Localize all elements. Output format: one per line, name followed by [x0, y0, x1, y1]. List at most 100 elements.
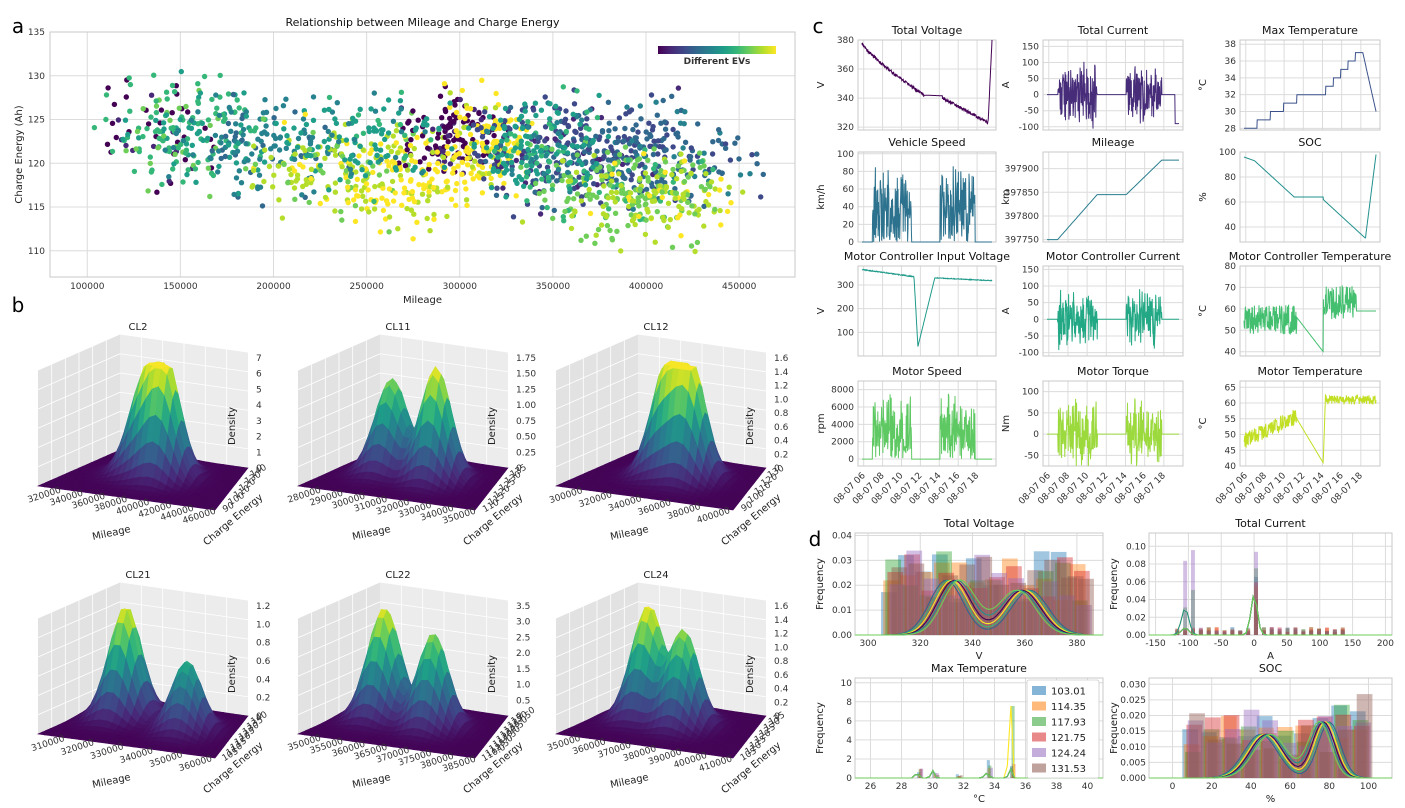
z-tick-label: 1.5 [516, 665, 530, 675]
scatter-point [161, 126, 167, 132]
scatter-point [451, 165, 457, 172]
scatter-point [120, 136, 126, 142]
scatter-point [326, 94, 333, 101]
scatter-point [238, 180, 245, 186]
scatter-point [619, 187, 625, 193]
scatter-point [516, 174, 522, 180]
scatter-point [525, 119, 531, 125]
scatter-point [533, 168, 539, 174]
scatter-point [692, 211, 698, 217]
scatter-point [574, 143, 581, 150]
scatter-point [631, 165, 637, 171]
scatter-point [628, 212, 634, 218]
scatter-point [629, 138, 635, 144]
scatter-point [363, 181, 370, 187]
scatter-point [343, 137, 350, 143]
scatter-point [195, 81, 201, 87]
scatter-point [125, 131, 131, 138]
scatter-point [592, 240, 598, 246]
scatter-point [437, 93, 444, 99]
scatter-point [103, 116, 109, 123]
scatter-point [439, 115, 445, 121]
scatter-point [578, 194, 585, 200]
scatter-point [445, 150, 451, 157]
scatter-point [115, 117, 122, 123]
scatter-point [606, 120, 612, 126]
scatter-point [670, 166, 676, 173]
scatter-point [355, 112, 362, 118]
scatter-point [443, 179, 449, 185]
scatter-point [430, 184, 437, 191]
scatter-point [644, 206, 650, 212]
scatter-point [368, 106, 374, 112]
scatter-point [523, 154, 529, 160]
scatter-point [386, 163, 392, 169]
scatter-point [632, 149, 639, 155]
z-tick-label: 0.75 [516, 417, 536, 427]
scatter-point [643, 201, 649, 207]
scatter-point [669, 171, 675, 178]
scatter-point [563, 128, 569, 135]
scatter-point [126, 75, 132, 81]
scatter-point [393, 128, 400, 134]
scatter-point [378, 131, 385, 137]
scatter-point [586, 186, 592, 193]
scatter-point [215, 169, 221, 175]
surface-title: CL11 [385, 322, 410, 333]
scatter-point [613, 177, 619, 183]
panel-label-a: a [12, 14, 24, 38]
scatter-point [337, 177, 343, 183]
scatter-point [395, 226, 401, 232]
scatter-point [552, 136, 558, 142]
scatter-point [195, 159, 201, 166]
scatter-point [212, 132, 219, 139]
scatter-point [325, 144, 331, 151]
scatter-point [359, 167, 365, 173]
scatter-point [393, 167, 399, 173]
scatter-point [652, 239, 658, 245]
chart-title: Relationship between Mileage and Charge … [285, 16, 560, 29]
scatter-point [402, 163, 409, 169]
scatter-point [251, 143, 257, 149]
scatter-point [411, 145, 417, 152]
scatter-point [172, 151, 178, 157]
scatter-point [345, 184, 351, 190]
scatter-point [303, 121, 310, 128]
scatter-point [356, 153, 362, 159]
scatter-point [630, 206, 636, 212]
y-tick-label: 125 [28, 116, 45, 126]
scatter-point [499, 152, 505, 158]
z-tick-label: 2.5 [516, 633, 530, 643]
scatter-point [717, 207, 723, 214]
scatter-point [308, 138, 314, 145]
scatter-point [401, 190, 407, 196]
scatter-point [605, 157, 611, 163]
z-axis-label: Density [227, 407, 238, 445]
scatter-point [452, 187, 459, 194]
scatter-point [209, 148, 215, 154]
scatter-point [250, 167, 257, 174]
scatter-point [716, 127, 722, 133]
scatter-point [675, 215, 681, 221]
scatter-point [681, 121, 687, 127]
scatter-point [425, 198, 431, 204]
scatter-point [584, 116, 590, 122]
scatter-point [483, 145, 490, 151]
scatter-point [576, 158, 582, 164]
surface-title: CL22 [385, 570, 410, 581]
scatter-point [728, 200, 734, 206]
scatter-point [577, 121, 583, 128]
scatter-point [196, 129, 203, 135]
scatter-point [590, 137, 596, 144]
scatter-point [504, 153, 510, 159]
scatter-point [667, 216, 673, 223]
scatter-point [735, 135, 741, 141]
scatter-point [549, 174, 556, 180]
scatter-point [688, 243, 695, 249]
scatter-point [228, 109, 234, 115]
scatter-point [317, 200, 323, 207]
scatter-point [332, 152, 339, 158]
scatter-point [375, 117, 381, 124]
scatter-point [185, 109, 191, 115]
scatter-point [182, 150, 189, 156]
